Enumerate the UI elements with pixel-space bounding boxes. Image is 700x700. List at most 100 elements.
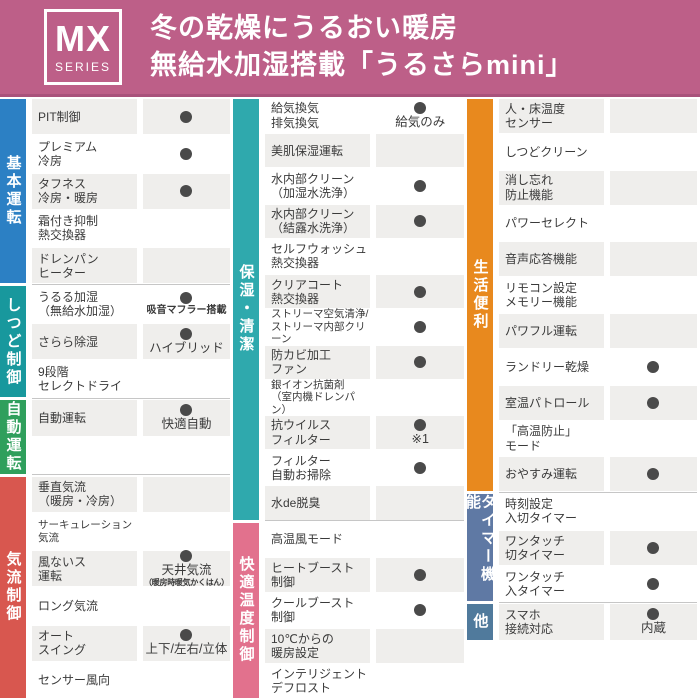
feature-label: ランドリー乾燥 (499, 349, 604, 384)
feature-label: スマホ 接続対応 (499, 604, 604, 640)
section-rows: 高温風モード ヒートブースト 制御 クールブースト 制御 10℃からの 暖房設定 インテ… (265, 522, 467, 698)
feature-value (376, 275, 464, 309)
feature-row: タフネス 冷房・暖房 (32, 173, 230, 209)
category-bar: 生活便利 (467, 99, 493, 492)
support-dot (414, 461, 427, 474)
section-rows: 人・床温度 センサー しつどクリーン 消し忘れ 防止機能 パワーセレクト 音声応答機能リ… (499, 99, 700, 492)
feature-row: 水de脱臭 (265, 486, 464, 520)
feature-value (609, 134, 697, 169)
feature-value (376, 380, 464, 414)
feature-label: ストリーマ空気清浄/ ストリーマ内部クリーン (265, 308, 371, 345)
feature-row: ストリーマ空気清浄/ ストリーマ内部クリーン (265, 308, 464, 345)
support-dot (414, 356, 427, 369)
feature-label: ワンタッチ 入タイマー (499, 566, 604, 602)
support-dot (180, 404, 193, 417)
feature-row: クリアコート 熱交換器 (265, 275, 464, 309)
feature-row: 音声応答機能 (499, 242, 697, 277)
feature-row: サーキュレーション 気流 (32, 513, 230, 550)
support-dot (180, 550, 193, 563)
category-label: 他 (471, 613, 489, 632)
section-rows: スマホ 接続対応 内蔵 (499, 604, 700, 640)
feature-value (609, 421, 697, 456)
category-bar: しつど制御 (0, 286, 26, 397)
title-line-2: 無給水加湿搭載「うるさらmini」 (150, 50, 574, 80)
feature-value: 上下/左右/立体 (142, 625, 230, 661)
feature-label: センサー風向 (32, 662, 137, 698)
feature-label: 自動運転 (32, 400, 137, 436)
feature-value (376, 134, 464, 168)
feature-value (142, 361, 230, 398)
category-section: 自動運転 自動運転 快適自動 (0, 397, 233, 474)
feature-value (376, 593, 464, 628)
value-text: ハイブリッド (149, 341, 224, 355)
category-label: 保湿・清潔 (237, 264, 255, 355)
feature-row: ワンタッチ 切タイマー (499, 530, 697, 565)
feature-value (376, 345, 464, 379)
feature-row: 風ないス 運転 天井気流 （暖房時暖気かくはん） (32, 550, 230, 587)
feature-label: PIT制御 (32, 99, 137, 135)
feature-row: クールブースト 制御 (265, 593, 464, 628)
category-bar: 気流制御 (0, 476, 26, 698)
value-subnote: （暖房時暖気かくはん） (144, 577, 229, 587)
feature-row: 「高温防止」 モード (499, 421, 697, 456)
feature-row: 9段階 セレクトドライ (32, 361, 230, 398)
value-text: 内蔵 (640, 621, 666, 636)
feature-row: 防カビ加工 ファン (265, 345, 464, 379)
feature-value: 内蔵 (609, 604, 697, 640)
feature-value: 給気のみ (376, 99, 464, 133)
feature-value: ハイブリッド (142, 323, 230, 360)
support-dot (414, 418, 427, 431)
feature-row: 自動運転 快適自動 (32, 400, 230, 436)
feature-row: インテリジェント デフロスト (265, 664, 464, 698)
feature-label: うるる加湿 （無給水加湿） (32, 286, 137, 322)
feature-row: 水内部クリーン （結露水洗浄） (265, 204, 464, 238)
category-bar: 基本運転 (0, 99, 26, 284)
feature-value (609, 99, 697, 133)
value-text: 快適自動 (161, 417, 212, 432)
feature-value (609, 170, 697, 205)
feature-label: パワフル運転 (499, 314, 604, 348)
feature-row: 高温風モード (265, 522, 464, 557)
feature-value (142, 136, 230, 172)
feature-label: 人・床温度 センサー (499, 99, 604, 133)
feature-label: プレミアム 冷房 (32, 136, 137, 172)
feature-value (376, 486, 464, 520)
feature-row: うるる加湿 （無給水加湿） 吸音マフラー搭載 (32, 286, 230, 322)
feature-label: クリアコート 熱交換器 (265, 275, 371, 309)
support-dot (180, 629, 193, 642)
header-banner: MX SERIES 冬の乾燥にうるおい暖房 無給水加湿搭載「うるさらmini」 (0, 0, 700, 97)
feature-row: 消し忘れ 防止機能 (499, 170, 697, 205)
category-bar: 保湿・清潔 (233, 99, 259, 520)
support-dot (414, 101, 427, 114)
feature-row: 時刻設定 入切タイマー (499, 494, 697, 529)
category-section: 気流制御 垂直気流 （暖房・冷房） サーキュレーション 気流 風ないス 運転 天井気流（… (0, 474, 233, 698)
category-label: 気流制御 (4, 551, 22, 624)
feature-value (609, 314, 697, 348)
feature-row: オート スイング 上下/左右/立体 (32, 625, 230, 661)
support-dot (180, 147, 193, 160)
feature-label: 水de脱臭 (265, 486, 371, 520)
feature-row: しつどクリーン (499, 134, 697, 169)
category-section: 快適温度制御 高温風モード ヒートブースト 制御 クールブースト 制御 10℃からの 暖… (233, 520, 467, 698)
category-bar: タイマー機能 (464, 494, 496, 602)
feature-label: さらら除湿 (32, 323, 137, 360)
feature-label: 時刻設定 入切タイマー (499, 494, 604, 529)
feature-label: 高温風モード (265, 522, 371, 557)
section-rows: 垂直気流 （暖房・冷房） サーキュレーション 気流 風ないス 運転 天井気流 （暖房時暖… (32, 476, 233, 698)
feature-row: パワフル運転 (499, 314, 697, 348)
feature-label: ドレンパン ヒーター (32, 248, 137, 284)
series-code: MX (55, 17, 111, 59)
feature-label: パワーセレクト (499, 206, 604, 241)
feature-row: PIT制御 (32, 99, 230, 135)
feature-row: 給気換気 排気換気 給気のみ (265, 99, 464, 133)
feature-row: 抗ウイルス フィルター ※1 (265, 415, 464, 450)
feature-label: リモコン設定 メモリー機能 (499, 278, 604, 313)
feature-value (142, 210, 230, 247)
feature-row: フィルター 自動お掃除 (265, 451, 464, 485)
feature-label: 給気換気 排気換気 (265, 99, 371, 133)
feature-value (142, 173, 230, 209)
feature-row: ヒートブースト 制御 (265, 558, 464, 592)
feature-value (376, 451, 464, 485)
feature-value (142, 513, 230, 550)
feature-label: 9段階 セレクトドライ (32, 361, 137, 398)
